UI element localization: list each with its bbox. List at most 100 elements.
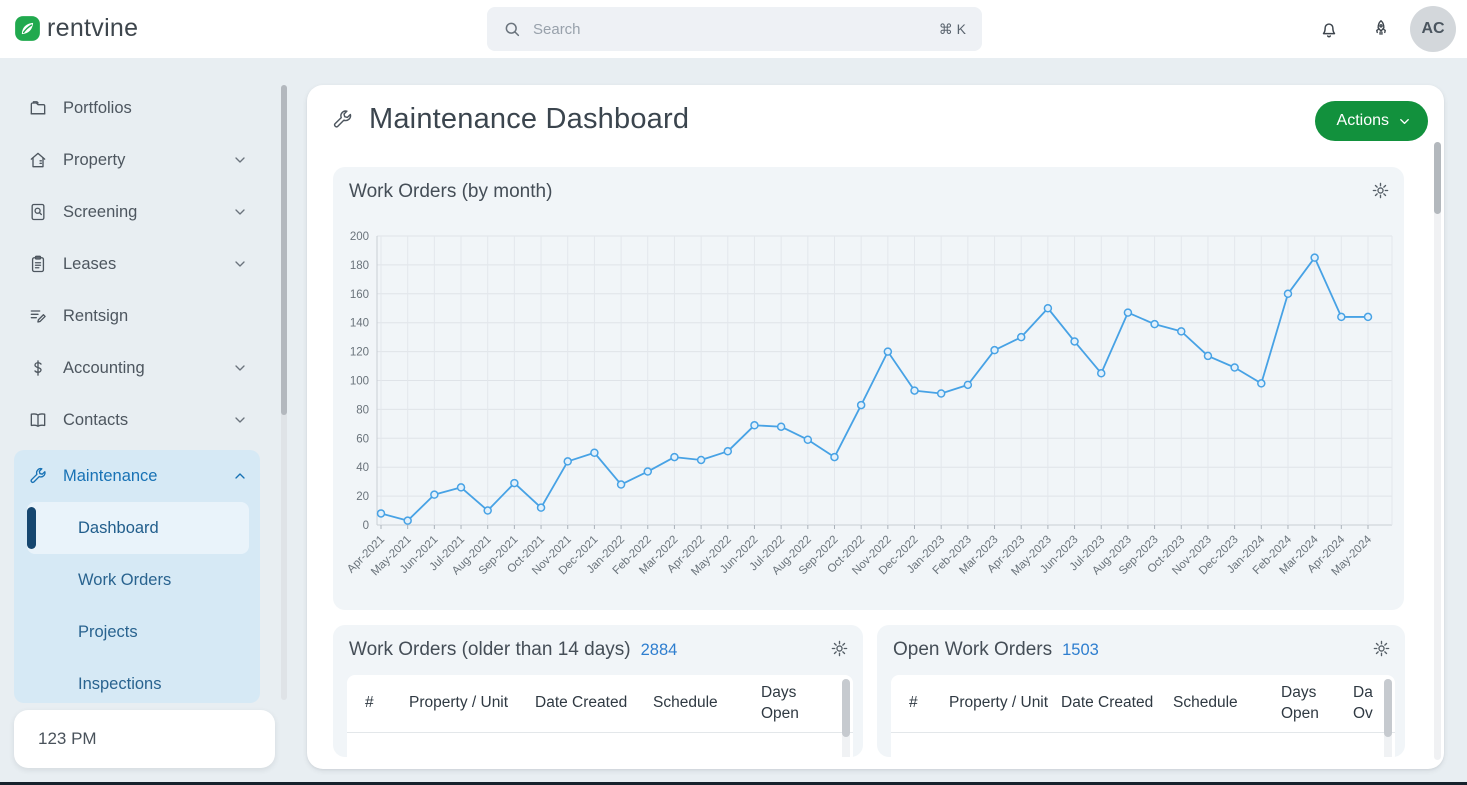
sidebar-subitem-label: Work Orders [78, 570, 172, 589]
sidebar-item-screening[interactable]: Screening [14, 190, 260, 234]
wrench-icon [333, 110, 352, 128]
search-shortcut: ⌘ K [938, 20, 966, 37]
sidebar-footer-time: 123 PM [14, 710, 275, 768]
old-work-orders-panel: Work Orders (older than 14 days) 2884 # … [333, 625, 863, 757]
sidebar-item-rentsign[interactable]: Rentsign [14, 294, 260, 338]
column-header-schedule[interactable]: Schedule [653, 694, 718, 712]
column-header-date-created[interactable]: Date Created [1061, 694, 1154, 712]
table-header-row: # Property / Unit Date Created Schedule … [891, 675, 1395, 733]
sidebar-subitem-label: Projects [78, 622, 138, 641]
clipped-header-line1: Da [1353, 684, 1373, 702]
sidebar-item-portfolios[interactable]: Portfolios [14, 86, 260, 130]
svg-text:100: 100 [350, 376, 369, 388]
column-header-number[interactable]: # [909, 694, 918, 712]
notifications-bell-icon[interactable] [1318, 18, 1340, 40]
search-icon [505, 22, 520, 37]
svg-text:120: 120 [350, 347, 369, 359]
svg-text:80: 80 [356, 404, 369, 416]
sidebar-item-label: Accounting [63, 358, 145, 377]
footer-time-label: 123 PM [38, 729, 97, 748]
sidebar-subitem-work-orders[interactable]: Work Orders [27, 554, 249, 606]
sidebar-subitem-inspections[interactable]: Inspections [27, 658, 249, 703]
sidebar-item-accounting[interactable]: Accounting [14, 346, 260, 390]
svg-text:60: 60 [356, 433, 369, 445]
column-header-days-open[interactable]: Days Open [761, 684, 799, 722]
rentvine-logo[interactable]: rentvine [14, 14, 138, 43]
clipboard-icon [31, 255, 45, 273]
svg-text:160: 160 [350, 289, 369, 301]
gear-icon[interactable] [830, 639, 849, 658]
svg-text:140: 140 [350, 318, 369, 330]
topbar: rentvine ⌘ K AC [0, 0, 1467, 58]
svg-text:40: 40 [356, 462, 369, 474]
main-scrollbar-track [1434, 142, 1441, 760]
column-header-days-open[interactable]: Days Open [1281, 684, 1319, 722]
old-work-orders-count[interactable]: 2884 [640, 641, 678, 659]
actions-button[interactable]: Actions [1314, 101, 1428, 141]
announcements-rocket-icon[interactable] [1370, 18, 1392, 40]
sidebar-scrollbar-thumb[interactable] [281, 85, 287, 415]
chevron-down-icon [235, 157, 245, 163]
chart-panel-title: Work Orders (by month) [349, 181, 553, 202]
sidebar-item-label: Leases [63, 254, 117, 273]
sidebar-item-label: Maintenance [63, 466, 158, 485]
sidebar-item-label: Screening [63, 202, 138, 221]
svg-text:20: 20 [356, 491, 369, 503]
column-header-number[interactable]: # [365, 694, 374, 712]
open-work-orders-title: Open Work Orders [893, 639, 1053, 660]
global-search[interactable]: ⌘ K [487, 7, 982, 51]
page-header: Maintenance Dashboard [331, 103, 689, 136]
open-work-orders-panel: Open Work Orders 1503 # Property / Unit … [877, 625, 1405, 757]
column-header-schedule[interactable]: Schedule [1173, 694, 1238, 712]
sidebar-subitem-projects[interactable]: Projects [27, 606, 249, 658]
main-content-card: Maintenance Dashboard Actions Work Order… [307, 85, 1444, 769]
column-header-property-unit[interactable]: Property / Unit [949, 694, 1049, 712]
sidebar-item-leases[interactable]: Leases [14, 242, 260, 286]
open-work-orders-count[interactable]: 1503 [1062, 641, 1099, 659]
sidebar-item-label: Contacts [63, 410, 129, 429]
sidebar-item-property[interactable]: Property [14, 138, 260, 182]
page-title: Maintenance Dashboard [369, 103, 690, 135]
document-search-icon [31, 203, 45, 221]
folder-icon [30, 101, 46, 115]
bottom-edge-strip [0, 782, 1467, 785]
svg-text:0: 0 [363, 520, 369, 532]
wrench-icon [30, 467, 46, 483]
chevron-up-icon [235, 473, 245, 479]
svg-text:200: 200 [350, 231, 369, 243]
house-icon [30, 152, 46, 168]
main-scrollbar-thumb[interactable] [1434, 142, 1441, 214]
sidebar-item-label: Rentsign [63, 306, 129, 325]
chevron-down-icon [1400, 118, 1409, 124]
open-work-orders-table: # Property / Unit Date Created Schedule … [891, 675, 1395, 757]
chevron-down-icon [235, 365, 245, 371]
gear-icon[interactable] [1371, 181, 1390, 200]
old-work-orders-title: Work Orders (older than 14 days) [349, 639, 631, 660]
column-header-clipped[interactable]: Da Ov [1353, 683, 1377, 724]
sidebar-maintenance-group: Maintenance Dashboard Work Orders Projec… [14, 450, 260, 703]
rentvine-leaf-icon [15, 16, 40, 41]
column-header-property-unit[interactable]: Property / Unit [409, 694, 509, 712]
chevron-down-icon [235, 261, 245, 267]
table-scrollbar-thumb[interactable] [1384, 679, 1392, 737]
logo-text: rentvine [47, 14, 139, 42]
avatar[interactable]: AC [1410, 6, 1456, 52]
sidebar-item-label: Property [63, 150, 126, 169]
book-icon [30, 413, 46, 427]
clipped-header-line2: Ov [1353, 704, 1373, 722]
sidebar-subitem-dashboard[interactable]: Dashboard [27, 502, 249, 554]
sidebar-item-label: Portfolios [63, 98, 132, 117]
sidebar-item-maintenance[interactable]: Maintenance [14, 450, 260, 502]
work-orders-chart-panel: Work Orders (by month) 0 20 40 60 80 100 120 14… [333, 167, 1404, 610]
sidebar-subitem-label: Inspections [78, 674, 162, 693]
table-scrollbar-thumb[interactable] [842, 679, 850, 737]
column-header-date-created[interactable]: Date Created [535, 694, 628, 712]
table-header-row: # Property / Unit Date Created Schedule … [347, 675, 853, 733]
gear-icon[interactable] [1372, 639, 1391, 658]
sidebar-subitem-label: Dashboard [78, 518, 159, 537]
dollar-icon [34, 360, 42, 376]
sidebar-item-contacts[interactable]: Contacts [14, 398, 260, 442]
search-input[interactable] [533, 20, 927, 38]
svg-text:180: 180 [350, 260, 369, 272]
actions-button-label: Actions [1336, 112, 1389, 129]
